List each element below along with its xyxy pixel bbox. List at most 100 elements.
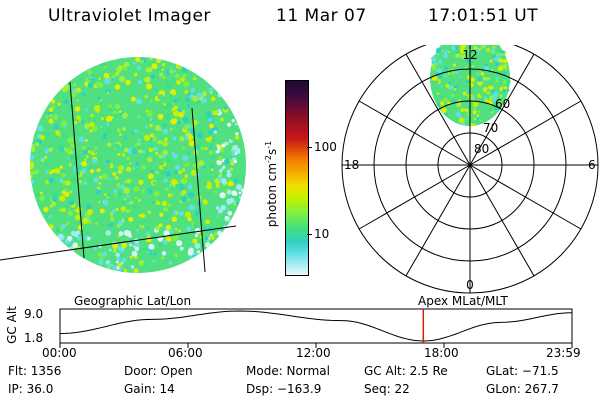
speckle-dot (110, 217, 114, 222)
speckle-dot (133, 62, 136, 65)
speckle-dot (92, 158, 98, 164)
speckle-dot (115, 265, 120, 270)
speckle-dot (174, 253, 178, 258)
speckle-dot (102, 199, 109, 206)
speckle-dot (187, 217, 192, 222)
speckle-dot (158, 140, 163, 145)
speckle-dot (174, 247, 179, 252)
speckle-dot (205, 219, 211, 225)
speckle-dot (59, 208, 62, 212)
speckle-dot (184, 90, 189, 94)
speckle-dot (503, 59, 508, 64)
speckle-dot (115, 252, 120, 257)
speckle-dot (224, 126, 228, 130)
speckle-dot (184, 174, 188, 178)
speckle-dot (55, 130, 61, 136)
speckle-dot (112, 265, 117, 270)
speckle-dot (76, 87, 81, 93)
speckle-dot (215, 206, 220, 210)
speckle-dot (460, 48, 466, 54)
speckle-dot (175, 113, 179, 117)
speckle-dot (173, 98, 178, 104)
speckle-dot (196, 121, 200, 124)
speckle-dot (498, 52, 502, 57)
speckle-dot (98, 77, 101, 81)
speckle-dot (237, 156, 242, 162)
speckle-dot (36, 125, 44, 132)
speckle-dot (97, 252, 103, 257)
speckle-dot (111, 74, 116, 79)
speckle-dot (491, 48, 495, 52)
speckle-dot (436, 62, 439, 66)
speckle-dot (33, 134, 38, 139)
speckle-dot (182, 110, 186, 114)
speckle-dot (166, 198, 173, 205)
speckle-dot (129, 200, 134, 205)
speckle-dot (453, 88, 457, 91)
speckle-dot (99, 256, 104, 261)
speckle-dot (154, 88, 159, 92)
speckle-dot (80, 119, 84, 123)
speckle-dot (53, 114, 59, 120)
speckle-dot (161, 68, 164, 71)
speckle-dot (85, 155, 89, 159)
info-door: Door: Open (124, 364, 193, 378)
speckle-dot (124, 152, 131, 159)
speckle-dot (151, 201, 155, 204)
speckle-dot (169, 69, 174, 74)
speckle-dot (88, 98, 95, 104)
speckle-dot (448, 99, 452, 103)
speckle-dot (473, 117, 477, 121)
speckle-dot (163, 103, 167, 106)
speckle-dot (113, 189, 118, 194)
speckle-dot (241, 188, 244, 192)
speckle-dot (441, 95, 444, 98)
speckle-dot (150, 169, 154, 174)
speckle-dot (483, 96, 487, 100)
speckle-dot (125, 79, 131, 86)
speckle-dot (476, 76, 483, 82)
speckle-dot (107, 179, 112, 184)
speckle-dot (503, 72, 507, 75)
timeline-xtick-4: 23:59 (546, 346, 581, 360)
speckle-dot (68, 153, 75, 161)
speckle-dot (147, 156, 153, 163)
speckle-dot (155, 151, 159, 155)
info-gc-alt: GC Alt: 2.5 Re (364, 364, 448, 378)
speckle-dot (150, 74, 156, 79)
speckle-dot (499, 94, 503, 98)
speckle-dot (48, 224, 54, 230)
speckle-dot (91, 78, 96, 82)
speckle-dot (184, 211, 191, 218)
speckle-dot (68, 199, 75, 206)
speckle-dot (117, 128, 121, 133)
speckle-dot (234, 193, 238, 196)
speckle-dot (479, 60, 483, 64)
info-gain: Gain: 14 (124, 382, 175, 396)
speckle-dot (198, 238, 205, 245)
speckle-dot (44, 163, 49, 167)
speckle-dot (122, 127, 127, 131)
speckle-dot (227, 189, 232, 195)
speckle-dot (170, 193, 174, 197)
speckle-dot (84, 203, 88, 206)
speckle-dot (473, 123, 476, 127)
speckle-dot (102, 251, 108, 256)
speckle-dot (144, 134, 151, 141)
speckle-dot (82, 92, 86, 97)
speckle-dot (110, 263, 114, 267)
speckle-dot (135, 57, 141, 62)
speckle-dot (154, 125, 161, 131)
speckle-dot (78, 180, 82, 184)
speckle-dot (435, 71, 439, 75)
speckle-dot (235, 135, 240, 140)
polar-spoke (469, 100, 582, 166)
speckle-dot (432, 75, 438, 81)
info-ip: IP: 36.0 (8, 382, 54, 396)
speckle-dot (497, 77, 501, 81)
speckle-dot (101, 96, 107, 101)
speckle-dot (476, 106, 480, 110)
speckle-dot (165, 187, 169, 191)
speckle-dot (208, 117, 213, 122)
timeline-ytick-bottom: 1.8 (24, 331, 44, 345)
